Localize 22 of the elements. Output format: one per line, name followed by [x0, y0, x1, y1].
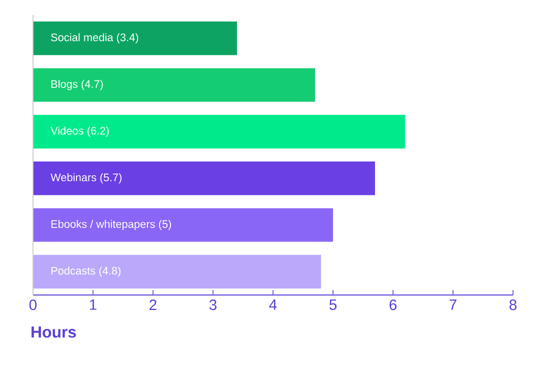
x-tick-label: 5 [329, 300, 337, 310]
y-tick-label: Webinars (5.7) [50, 173, 122, 184]
x-tick-label: 8 [510, 300, 517, 310]
y-tick-label: Ebooks / whitepapers (5) [51, 220, 172, 230]
x-tick-label: 6 [390, 300, 397, 310]
x-tick-label: 2 [150, 300, 156, 310]
x-tick-label: 4 [269, 300, 277, 310]
x-tick-label: 7 [450, 300, 456, 310]
x-axis-title: Hours [32, 326, 76, 338]
y-tick-label: Social media (3.4) [51, 33, 138, 44]
y-tick-label: Blogs (4.7) [51, 80, 103, 90]
bar [33, 254, 322, 288]
bar [33, 22, 238, 56]
bar [33, 208, 334, 242]
x-tick-label: 0 [29, 300, 37, 310]
bar [33, 162, 376, 196]
x-tick-label: 3 [209, 300, 216, 310]
y-tick-label: Podcasts (4.8) [51, 266, 120, 277]
y-tick-label: Videos (6.2) [50, 126, 109, 137]
bar [33, 68, 316, 102]
x-tick-label: 1 [90, 300, 96, 310]
bar [33, 114, 406, 148]
